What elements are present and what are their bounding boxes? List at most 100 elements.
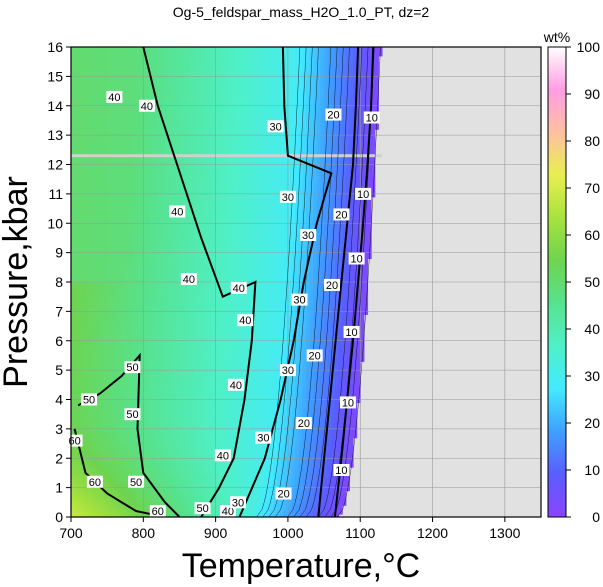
field-cell (89, 381, 94, 386)
field-cell (99, 132, 105, 136)
field-cell (125, 490, 130, 495)
field-cell (132, 381, 137, 386)
field-cell (85, 149, 90, 154)
field-cell (114, 423, 119, 427)
field-cell (157, 458, 162, 462)
field-cell (74, 108, 79, 113)
field-cell (132, 111, 137, 116)
field-cell (161, 85, 166, 89)
field-cell (114, 176, 119, 180)
field-cell (114, 431, 119, 436)
field-cell (143, 276, 148, 280)
field-cell (175, 70, 181, 75)
field-cell (132, 434, 137, 439)
field-cell (81, 296, 87, 301)
field-cell (179, 376, 184, 380)
field-cell (81, 417, 87, 421)
field-cell (89, 149, 94, 154)
field-cell (125, 514, 130, 517)
field-cell (114, 258, 119, 263)
field-cell (128, 334, 134, 339)
field-cell (136, 337, 141, 342)
field-cell (175, 502, 181, 506)
field-cell (107, 143, 112, 148)
field-cell (71, 99, 76, 104)
field-cell (71, 420, 76, 424)
field-cell (89, 229, 94, 233)
field-cell (110, 352, 115, 357)
field-cell (74, 64, 79, 69)
field-cell (89, 146, 94, 151)
field-cell (146, 314, 152, 318)
field-cell (143, 208, 148, 213)
field-cell (175, 267, 181, 271)
field-cell (74, 126, 79, 130)
field-cell (85, 199, 90, 204)
field-cell (92, 82, 97, 86)
field-cell (168, 414, 173, 418)
field-cell (71, 190, 76, 195)
field-cell (165, 70, 170, 75)
field-cell (172, 126, 177, 130)
field-cell (175, 305, 181, 310)
field-cell (179, 117, 184, 122)
field-cell (110, 411, 115, 415)
field-cell (121, 414, 126, 418)
field-cell (146, 232, 152, 236)
field-cell (96, 376, 101, 380)
field-cell (78, 91, 83, 95)
field-cell (89, 323, 94, 327)
field-cell (121, 393, 126, 398)
field-cell (139, 246, 144, 251)
field-cell (136, 296, 141, 301)
field-cell (136, 232, 141, 236)
field-cell (146, 352, 152, 357)
field-cell (172, 396, 177, 401)
field-cell (168, 176, 173, 180)
field-cell (99, 170, 105, 174)
field-cell (125, 431, 130, 436)
field-cell (96, 434, 101, 439)
field-cell (81, 61, 87, 66)
field-cell (139, 264, 144, 268)
field-cell (157, 323, 162, 327)
field-cell (125, 276, 130, 280)
field-cell (150, 193, 155, 198)
field-cell (81, 120, 87, 124)
field-cell (89, 258, 94, 263)
field-cell (146, 185, 152, 189)
field-cell (139, 343, 144, 348)
field-cell (139, 396, 144, 401)
field-cell (143, 202, 148, 207)
field-cell (74, 287, 79, 292)
field-cell (99, 323, 105, 327)
field-cell (172, 223, 177, 227)
field-cell (78, 505, 83, 509)
field-cell (161, 96, 166, 101)
field-cell (136, 305, 141, 310)
field-cell (103, 343, 108, 348)
field-cell (161, 237, 166, 242)
field-cell (154, 326, 159, 330)
field-cell (121, 132, 126, 136)
field-cell (136, 49, 141, 54)
field-cell (139, 146, 144, 151)
field-cell (125, 508, 130, 512)
field-cell (139, 229, 144, 233)
field-cell (132, 376, 137, 380)
field-cell (157, 132, 162, 136)
field-cell (103, 64, 108, 69)
field-cell (165, 143, 170, 148)
field-cell (110, 205, 115, 210)
field-cell (150, 478, 155, 483)
field-cell (128, 499, 134, 503)
field-cell (157, 264, 162, 268)
field-cell (114, 217, 119, 221)
field-cell (96, 299, 101, 304)
field-cell (161, 270, 166, 274)
field-cell (128, 155, 134, 160)
field-cell (78, 258, 83, 263)
field-cell (89, 346, 94, 351)
field-cell (85, 240, 90, 245)
field-cell (85, 411, 90, 415)
